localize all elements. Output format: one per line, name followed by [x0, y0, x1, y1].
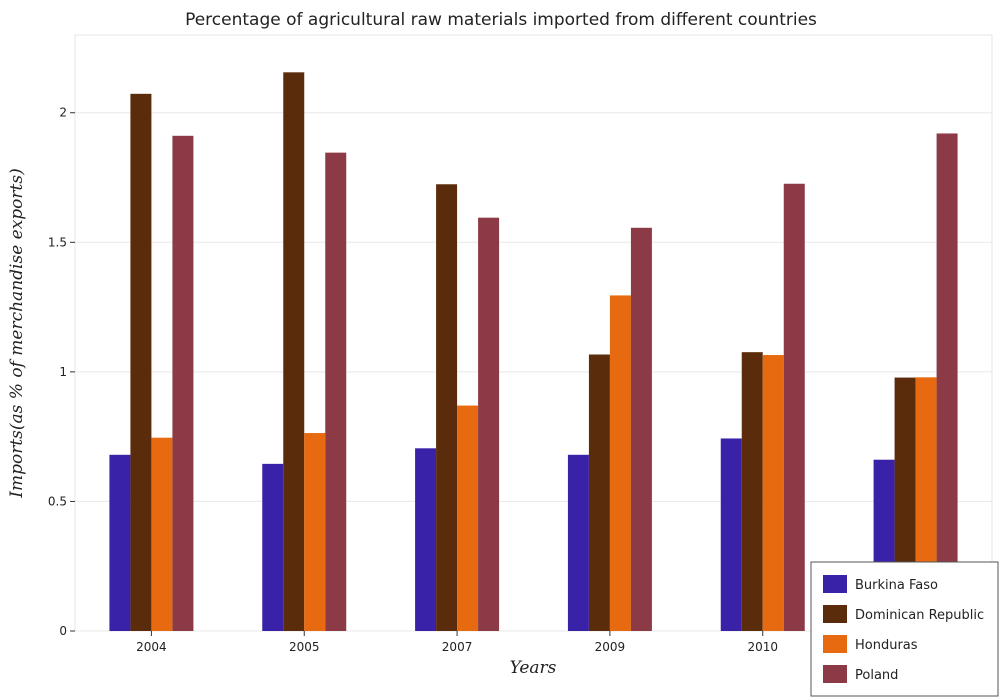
y-tick-label: 2 — [59, 106, 67, 120]
y-tick-label: 1.5 — [48, 235, 67, 249]
legend: Burkina Faso Dominican Republic Honduras Po… — [810, 561, 999, 697]
legend-label: Honduras — [855, 638, 918, 653]
x-tick-label: 2004 — [136, 640, 167, 654]
bar-dominican-republic — [436, 184, 458, 631]
bar-honduras — [304, 433, 326, 631]
plot-area — [74, 34, 993, 632]
bar-dominican-republic — [283, 72, 305, 632]
y-axis-title: Imports(as % of merchandise exports) — [7, 168, 27, 498]
legend-swatch — [823, 605, 847, 623]
bar-poland — [172, 135, 194, 631]
chart-title: Percentage of agricultural raw materials… — [185, 10, 817, 30]
bar-poland — [325, 152, 347, 632]
y-ticks: 0 0.5 1 1.5 2 — [48, 106, 75, 638]
bar-dominican-republic — [588, 354, 610, 631]
legend-swatch — [823, 575, 847, 593]
bar-burkina-faso — [109, 454, 131, 631]
x-tick-label: 2009 — [595, 640, 626, 654]
bar-poland — [478, 217, 500, 631]
bar-burkina-faso — [720, 438, 742, 631]
legend-swatch — [823, 665, 847, 683]
legend-swatch — [823, 635, 847, 653]
bar-poland — [630, 227, 652, 632]
y-tick-label: 1 — [59, 365, 67, 379]
legend-label: Poland — [855, 668, 898, 683]
legend-label: Burkina Faso — [855, 578, 938, 593]
legend-label: Dominican Republic — [855, 608, 984, 623]
bar-honduras — [609, 295, 631, 631]
bars — [109, 72, 958, 632]
x-tick-label: 2007 — [442, 640, 473, 654]
bar-poland — [783, 183, 805, 631]
x-tick-label: 2005 — [289, 640, 320, 654]
x-axis-title: Years — [510, 658, 557, 678]
bar-honduras — [457, 405, 479, 631]
bar-dominican-republic — [741, 352, 763, 631]
bar-poland — [936, 133, 958, 632]
bar-burkina-faso — [262, 463, 284, 631]
bar-honduras — [151, 437, 173, 631]
x-tick-label: 2010 — [747, 640, 778, 654]
bar-honduras — [762, 355, 784, 631]
bar-burkina-faso — [567, 454, 589, 631]
y-tick-label: 0 — [59, 624, 67, 638]
y-tick-label: 0.5 — [48, 494, 67, 508]
bar-dominican-republic — [130, 93, 152, 631]
bar-burkina-faso — [415, 448, 437, 631]
